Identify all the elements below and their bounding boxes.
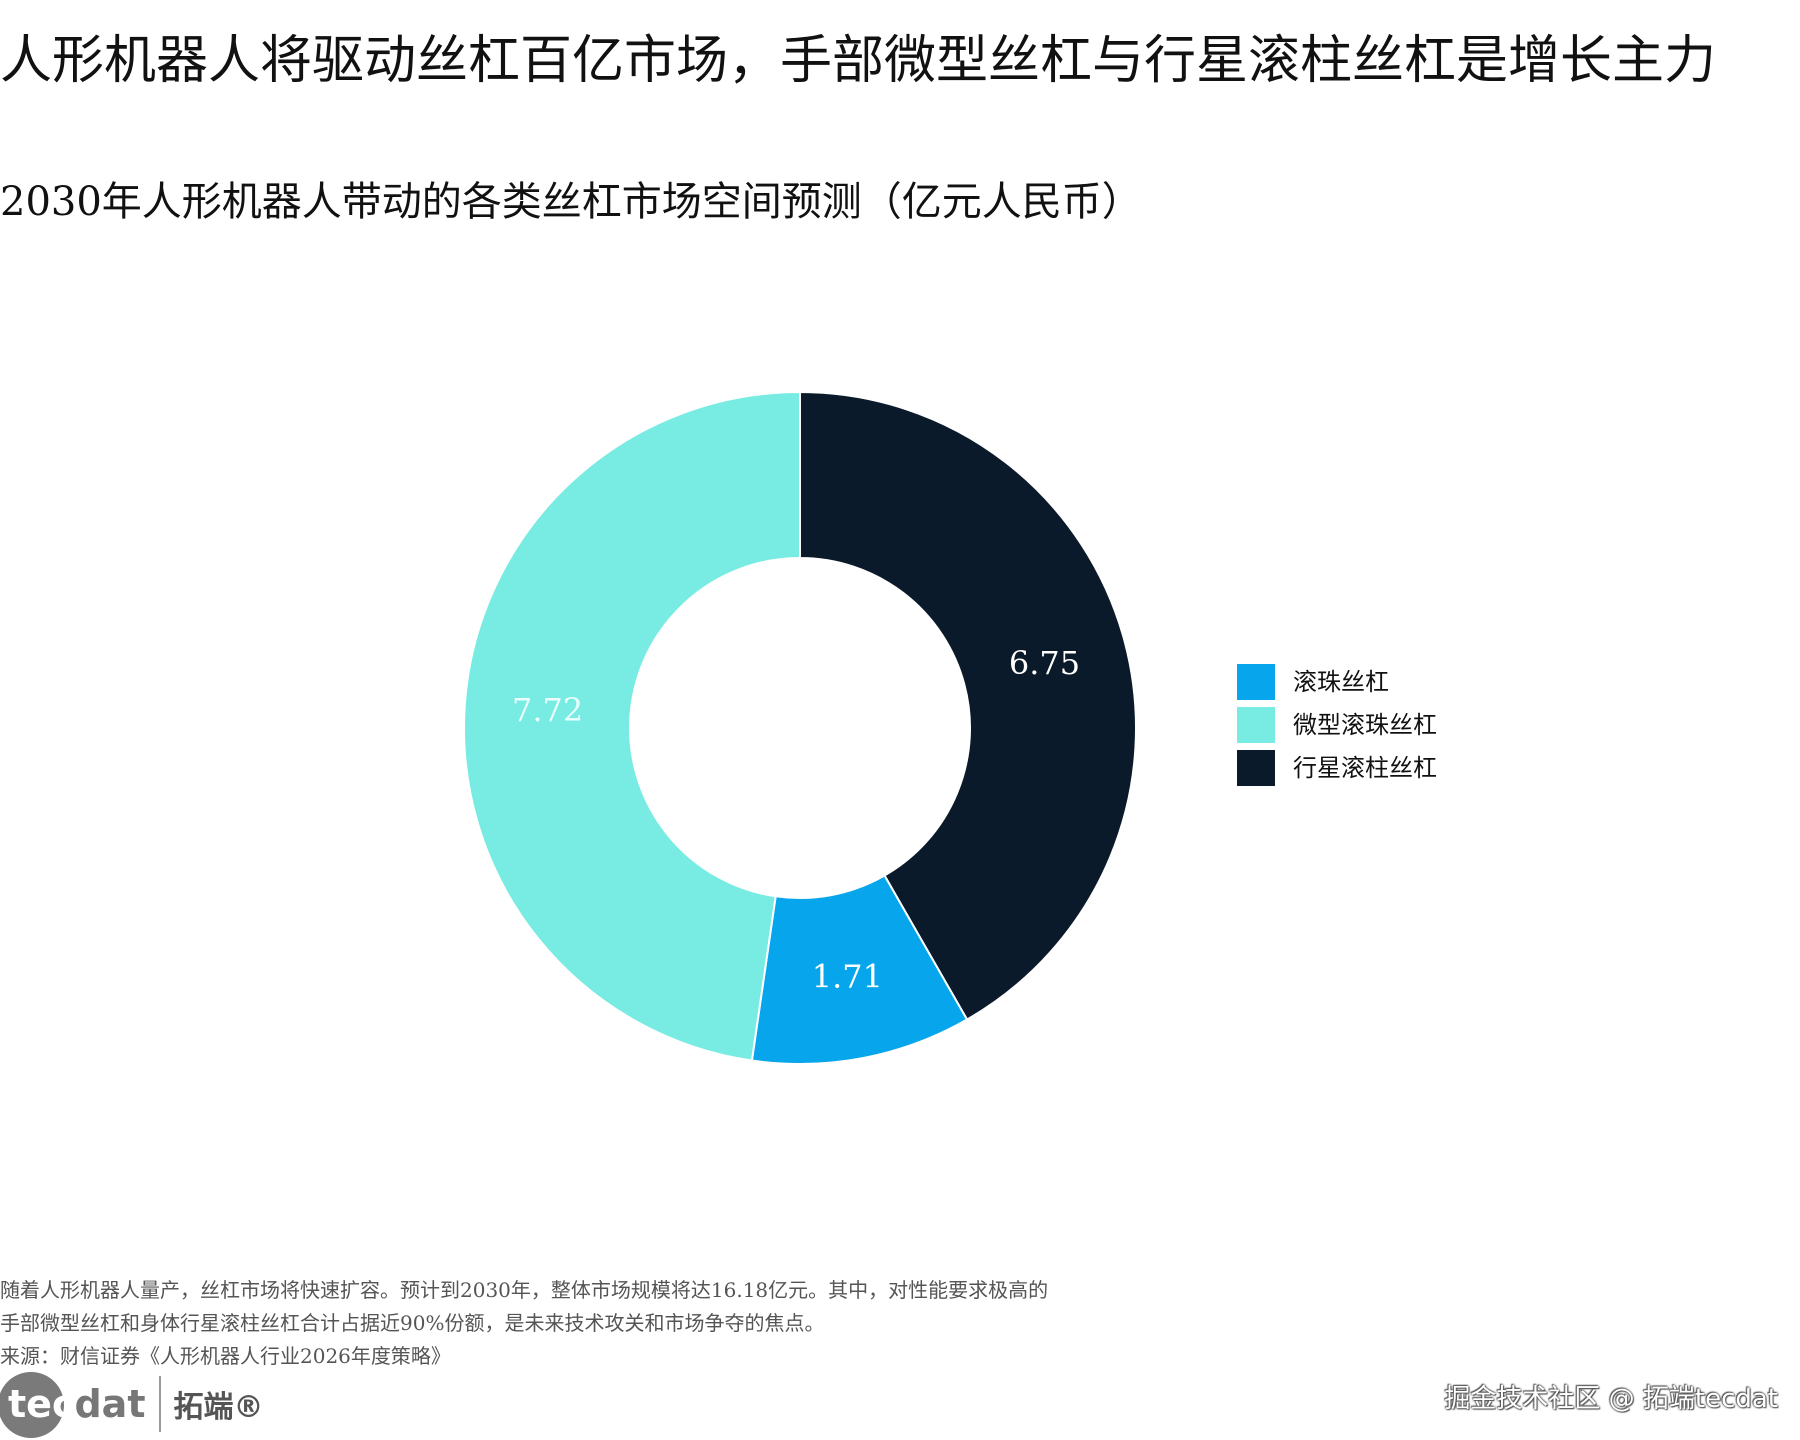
legend-swatch-ball-screw	[1237, 664, 1275, 700]
data-label-ball-screw: 1.71	[812, 958, 883, 996]
brand-divider	[159, 1376, 162, 1432]
legend-swatch-micro-ball-screw	[1237, 707, 1275, 743]
footnote-line-2: 手部微型丝杠和身体行星滚柱丝杠合计占据近90%份额，是未来技术攻关和市场争夺的焦…	[0, 1311, 825, 1335]
legend-swatch-planetary-roller-screw	[1237, 750, 1275, 786]
logo-text-b: dat	[74, 1382, 146, 1426]
legend-item-micro-ball-screw: 微型滚珠丝杠	[1237, 707, 1437, 743]
data-label-micro-ball-screw: 7.72	[512, 691, 583, 729]
watermark: 掘金技术社区 @ 拓端tecdat	[1444, 1384, 1778, 1414]
brand-logo: tecdat 拓端®	[0, 1372, 264, 1438]
chart-legend: 滚珠丝杠 微型滚珠丝杠 行星滚柱丝杠	[1237, 664, 1437, 793]
footnote-line-1: 随着人形机器人量产，丝杠市场将快速扩容。预计到2030年，整体市场规模将达16.…	[0, 1278, 1049, 1302]
headline: 人形机器人将驱动丝杠百亿市场，手部微型丝杠与行星滚柱丝杠是增长主力	[0, 31, 1717, 91]
slice-micro-ball-screw	[463, 390, 801, 1062]
legend-item-planetary-roller-screw: 行星滚柱丝杠	[1237, 750, 1437, 786]
legend-label-ball-screw: 滚珠丝杠	[1293, 668, 1389, 696]
footnote-source: 来源：财信证券《人形机器人行业2026年度策略》	[0, 1344, 451, 1368]
data-label-planetary-roller-screw: 6.75	[1009, 644, 1080, 682]
legend-label-planetary-roller-screw: 行星滚柱丝杠	[1293, 754, 1437, 782]
logo-circle-icon	[0, 1372, 64, 1438]
tecdat-logo: tecdat	[0, 1372, 146, 1438]
legend-item-ball-screw: 滚珠丝杠	[1237, 664, 1437, 700]
footnote: 随着人形机器人量产，丝杠市场将快速扩容。预计到2030年，整体市场规模将达16.…	[0, 1274, 1300, 1373]
legend-label-micro-ball-screw: 微型滚珠丝杠	[1293, 711, 1437, 739]
brand-name: 拓端®	[173, 1390, 264, 1425]
chart-title: 2030年人形机器人带动的各类丝杠市场空间预测（亿元人民币）	[0, 179, 1142, 225]
logo-text-a: tec	[8, 1382, 75, 1426]
slice-planetary-roller-screw	[799, 390, 1137, 1021]
